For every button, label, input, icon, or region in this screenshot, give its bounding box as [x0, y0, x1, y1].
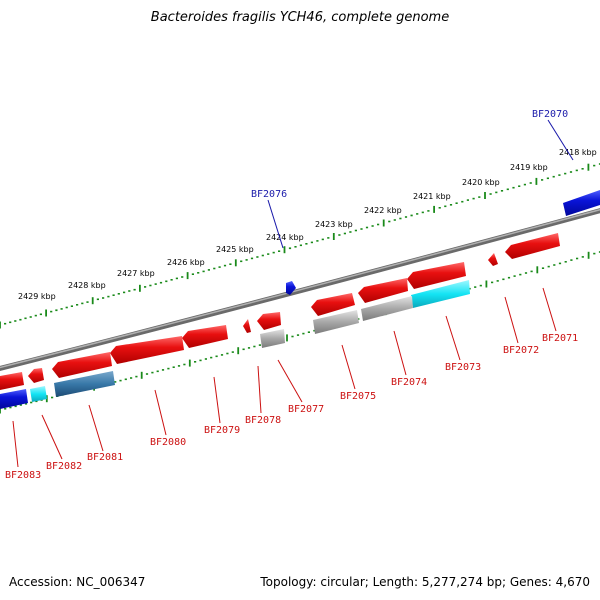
scale-label: 2420 kbp	[462, 178, 500, 187]
gene-label-bf2083[interactable]: BF2083	[5, 470, 41, 481]
feature-block-steel-bf2081[interactable]	[54, 371, 115, 397]
scale-label: 2423 kbp	[315, 220, 353, 229]
gene-label-bf2081[interactable]: BF2081	[87, 452, 123, 463]
leader-line-bf2073	[445, 315, 461, 361]
genome-backbone	[0, 208, 600, 372]
genome-summary-text: Topology: circular; Length: 5,277,274 bp…	[260, 575, 590, 589]
gene-arrow-bf2083[interactable]	[0, 372, 24, 390]
gene-arrow-bf2072[interactable]	[488, 253, 498, 266]
leader-line-bf2071	[542, 287, 557, 332]
scale-label: 2425 kbp	[216, 245, 254, 254]
gene-label-bf2078[interactable]: BF2078	[245, 415, 281, 426]
gene-label-bf2077[interactable]: BF2077	[288, 404, 324, 415]
gene-arrow-bf2077[interactable]	[257, 312, 281, 330]
gene-arrow-bf2079[interactable]	[182, 325, 228, 348]
gene-arrow-bf2081[interactable]	[52, 352, 112, 378]
leader-line-bf2078	[257, 365, 262, 414]
leader-line-bf2083	[12, 420, 19, 468]
scale-label: 2419 kbp	[510, 163, 548, 172]
feature-block-gray-bf2075[interactable]	[313, 310, 359, 334]
leader-line-bf2070	[547, 119, 574, 161]
scale-label: 2428 kbp	[68, 281, 106, 290]
gene-arrow-bf2070[interactable]	[563, 190, 600, 216]
gene-arrow-bf2073[interactable]	[407, 262, 466, 289]
gene-labels: BF2070 BF2076 BF2071 BF2072 BF2073 BF207…	[5, 109, 578, 481]
gene-label-bf2075[interactable]: BF2075	[340, 391, 376, 402]
genome-backbone-highlight	[0, 208, 600, 369]
gene-label-bf2079[interactable]: BF2079	[204, 425, 240, 436]
feature-block-gray-bf2074[interactable]	[361, 296, 413, 321]
leader-line-bf2076	[267, 199, 284, 249]
leader-line-bf2081	[88, 404, 104, 452]
scale-labels: 2418 kbp 2419 kbp 2420 kbp 2421 kbp 2422 kbp…	[18, 148, 597, 301]
gene-arrow-bf2071[interactable]	[505, 233, 560, 259]
scale-label: 2427 kbp	[117, 269, 155, 278]
gene-label-bf2080[interactable]: BF2080	[150, 437, 186, 448]
gene-arrow-bf2082[interactable]	[28, 368, 44, 383]
map-title: Bacteroides fragilis YCH46, complete gen…	[150, 10, 450, 25]
gene-label-bf2076[interactable]: BF2076	[251, 189, 287, 200]
scale-label: 2426 kbp	[167, 258, 205, 267]
gene-label-bf2070[interactable]: BF2070	[532, 109, 568, 120]
scale-label: 2424 kbp	[266, 233, 304, 242]
feature-block-blue-bf2083[interactable]	[0, 389, 28, 409]
scale-label: 2421 kbp	[413, 192, 451, 201]
leader-line-bf2077	[277, 359, 303, 403]
leader-line-bf2080	[154, 389, 167, 436]
accession-text: Accession: NC_006347	[9, 575, 146, 589]
leader-line-bf2074	[393, 330, 407, 376]
gene-label-bf2071[interactable]: BF2071	[542, 333, 578, 344]
feature-block-cyan-bf2073[interactable]	[411, 280, 470, 308]
scale-label: 2429 kbp	[18, 292, 56, 301]
scale-label: 2418 kbp	[559, 148, 597, 157]
gene-label-bf2072[interactable]: BF2072	[503, 345, 539, 356]
leader-line-bf2082	[41, 414, 63, 460]
gene-arrow-bf2076[interactable]	[286, 281, 296, 295]
gene-label-bf2082[interactable]: BF2082	[46, 461, 82, 472]
gene-label-bf2074[interactable]: BF2074	[391, 377, 427, 388]
plus-strand-genes	[286, 190, 600, 295]
gene-leader-lines	[12, 119, 574, 468]
gene-arrow-bf2080[interactable]	[110, 336, 184, 364]
gene-arrow-bf2075[interactable]	[311, 293, 355, 316]
leader-line-bf2079	[213, 376, 221, 424]
feature-block-gray-bf2077[interactable]	[260, 329, 285, 348]
gene-arrow-bf2078[interactable]	[243, 319, 251, 333]
outer-scale-ring	[0, 163, 600, 329]
gene-label-bf2073[interactable]: BF2073	[445, 362, 481, 373]
gene-arrow-bf2074[interactable]	[358, 278, 408, 303]
leader-line-bf2075	[341, 344, 356, 390]
scale-label: 2422 kbp	[364, 206, 402, 215]
minus-strand-genes	[0, 233, 560, 409]
feature-block-cyan-bf2082[interactable]	[30, 386, 47, 402]
leader-line-bf2072	[504, 296, 519, 344]
